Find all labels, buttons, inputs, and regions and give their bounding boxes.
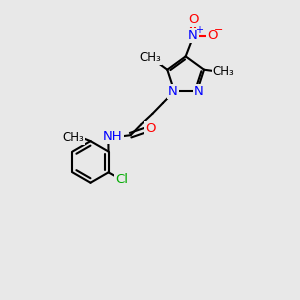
Text: Cl: Cl (115, 173, 128, 186)
Text: +: + (195, 25, 203, 35)
Text: O: O (145, 122, 155, 135)
Text: O: O (207, 29, 218, 42)
Text: CH₃: CH₃ (212, 65, 234, 78)
Text: NH: NH (103, 130, 123, 143)
Text: −: − (214, 25, 223, 35)
Text: N: N (188, 29, 198, 42)
Text: O: O (188, 13, 198, 26)
Text: CH₃: CH₃ (62, 131, 84, 144)
Text: N: N (168, 85, 178, 98)
Text: N: N (194, 85, 203, 98)
Text: CH₃: CH₃ (140, 51, 161, 64)
